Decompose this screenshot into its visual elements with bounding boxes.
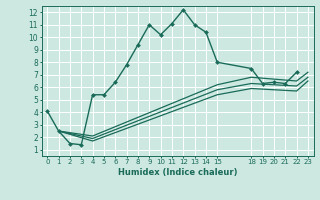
X-axis label: Humidex (Indice chaleur): Humidex (Indice chaleur) xyxy=(118,168,237,177)
